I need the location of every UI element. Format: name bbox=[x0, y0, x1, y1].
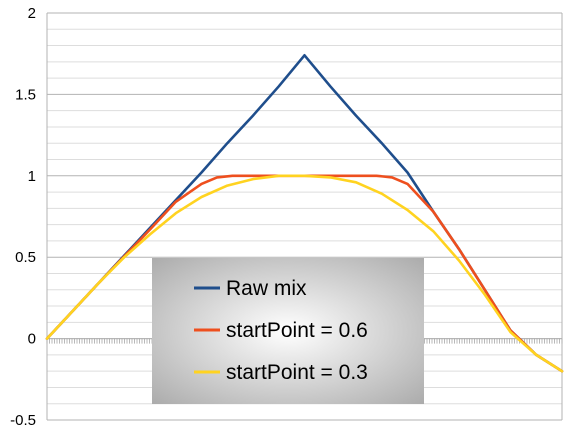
y-tick-labels: -0.5 0 0.5 1 1.5 2 bbox=[10, 5, 36, 429]
legend-label: Raw mix bbox=[226, 277, 307, 300]
y-tick-label: 0 bbox=[28, 331, 36, 348]
legend: Raw mix startPoint = 0.6 startPoint = 0.3 bbox=[152, 258, 424, 404]
y-tick-label: 1 bbox=[28, 168, 36, 185]
y-tick-label: 0.5 bbox=[15, 249, 36, 266]
y-tick-label: -0.5 bbox=[10, 412, 36, 429]
legend-label: startPoint = 0.3 bbox=[226, 361, 368, 384]
y-tick-label: 1.5 bbox=[15, 86, 36, 103]
series-line-3 bbox=[45, 174, 564, 373]
y-tick-label: 2 bbox=[28, 5, 36, 22]
series-line-2 bbox=[45, 174, 564, 373]
legend-label: startPoint = 0.6 bbox=[226, 319, 368, 342]
series-lines bbox=[45, 53, 564, 373]
